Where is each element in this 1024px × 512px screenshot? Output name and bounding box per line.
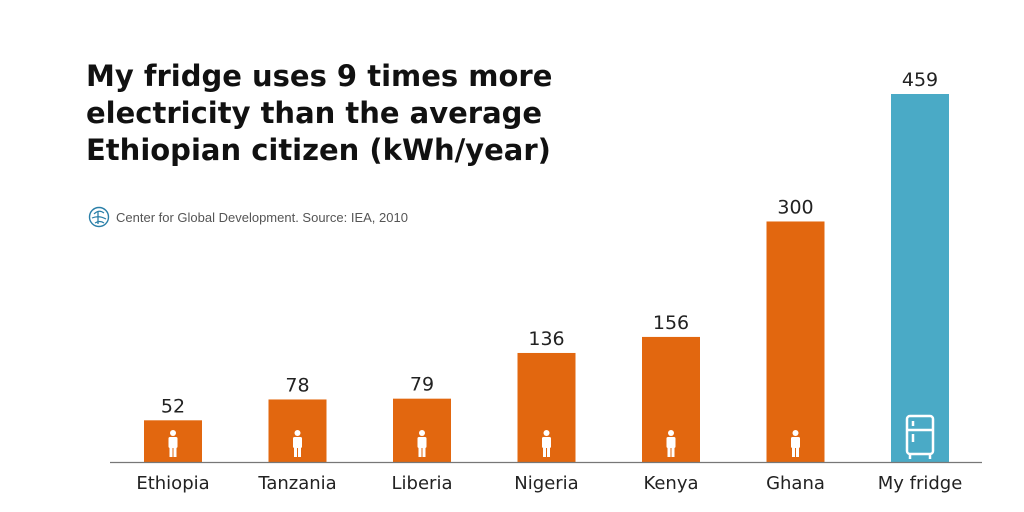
source-text: Center for Global Development. Source: I… xyxy=(116,209,408,225)
cgd-logo-icon xyxy=(88,206,110,228)
value-label-ghana: 300 xyxy=(777,196,813,218)
category-label-tanzania: Tanzania xyxy=(257,473,336,494)
person-icon xyxy=(791,430,800,457)
source-note: Center for Global Development. Source: I… xyxy=(88,206,408,228)
title-line-3: Ethiopian citizen (kWh/year) xyxy=(86,133,551,167)
bar-my-fridge xyxy=(891,94,949,462)
person-icon xyxy=(417,430,427,457)
category-label-ethiopia: Ethiopia xyxy=(136,473,209,494)
category-label-liberia: Liberia xyxy=(392,473,453,494)
category-label-nigeria: Nigeria xyxy=(514,473,578,494)
title-line-2: electricity than the average xyxy=(86,96,543,130)
value-label-liberia: 79 xyxy=(410,374,434,396)
category-label-my-fridge: My fridge xyxy=(878,473,963,494)
fridge-icon xyxy=(905,414,935,459)
value-label-nigeria: 136 xyxy=(528,328,564,350)
person-icon xyxy=(168,430,178,457)
person-icon xyxy=(542,430,551,457)
bar-ghana xyxy=(766,221,825,462)
person-icon xyxy=(293,430,302,457)
value-label-tanzania: 78 xyxy=(285,374,309,396)
title-line-1: My fridge uses 9 times more xyxy=(86,59,553,93)
value-label-ethiopia: 52 xyxy=(161,395,185,417)
value-label-my-fridge: 459 xyxy=(902,69,938,91)
chart-title: My fridge uses 9 times more electricity … xyxy=(86,58,606,169)
category-label-kenya: Kenya xyxy=(643,473,698,494)
value-label-kenya: 156 xyxy=(653,312,689,334)
category-label-ghana: Ghana xyxy=(766,473,825,494)
person-icon xyxy=(666,430,676,457)
